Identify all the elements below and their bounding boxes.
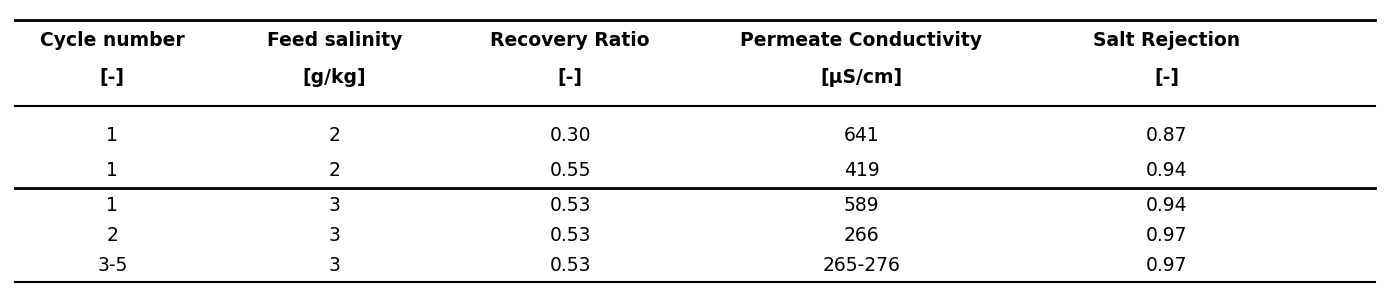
Text: 0.53: 0.53 <box>549 226 591 245</box>
Text: 0.53: 0.53 <box>549 256 591 275</box>
Text: 1: 1 <box>107 196 118 215</box>
Text: 3: 3 <box>328 196 341 215</box>
Text: 0.55: 0.55 <box>549 161 591 180</box>
Text: 0.30: 0.30 <box>549 126 591 145</box>
Text: [g/kg]: [g/kg] <box>303 68 366 87</box>
Text: [-]: [-] <box>1154 68 1179 87</box>
Text: [-]: [-] <box>100 68 125 87</box>
Text: 3: 3 <box>328 256 341 275</box>
Text: Permeate Conductivity: Permeate Conductivity <box>741 31 983 50</box>
Text: Recovery Ratio: Recovery Ratio <box>491 31 651 50</box>
Text: Cycle number: Cycle number <box>40 31 185 50</box>
Text: 2: 2 <box>328 161 341 180</box>
Text: [-]: [-] <box>557 68 582 87</box>
Text: 0.97: 0.97 <box>1145 256 1187 275</box>
Text: 0.87: 0.87 <box>1145 126 1187 145</box>
Text: 2: 2 <box>328 126 341 145</box>
Text: 1: 1 <box>107 161 118 180</box>
Text: 3: 3 <box>328 226 341 245</box>
Text: 589: 589 <box>844 196 880 215</box>
Text: 1: 1 <box>107 126 118 145</box>
Text: 266: 266 <box>844 226 880 245</box>
Text: 641: 641 <box>844 126 880 145</box>
Text: 0.94: 0.94 <box>1145 161 1187 180</box>
Text: Feed salinity: Feed salinity <box>267 31 402 50</box>
Text: 0.53: 0.53 <box>549 196 591 215</box>
Text: 419: 419 <box>844 161 880 180</box>
Text: 3-5: 3-5 <box>97 256 128 275</box>
Text: 265-276: 265-276 <box>823 256 901 275</box>
Text: [μS/cm]: [μS/cm] <box>820 68 902 87</box>
Text: Salt Rejection: Salt Rejection <box>1093 31 1240 50</box>
Text: 2: 2 <box>107 226 118 245</box>
Text: 0.94: 0.94 <box>1145 196 1187 215</box>
Text: 0.97: 0.97 <box>1145 226 1187 245</box>
